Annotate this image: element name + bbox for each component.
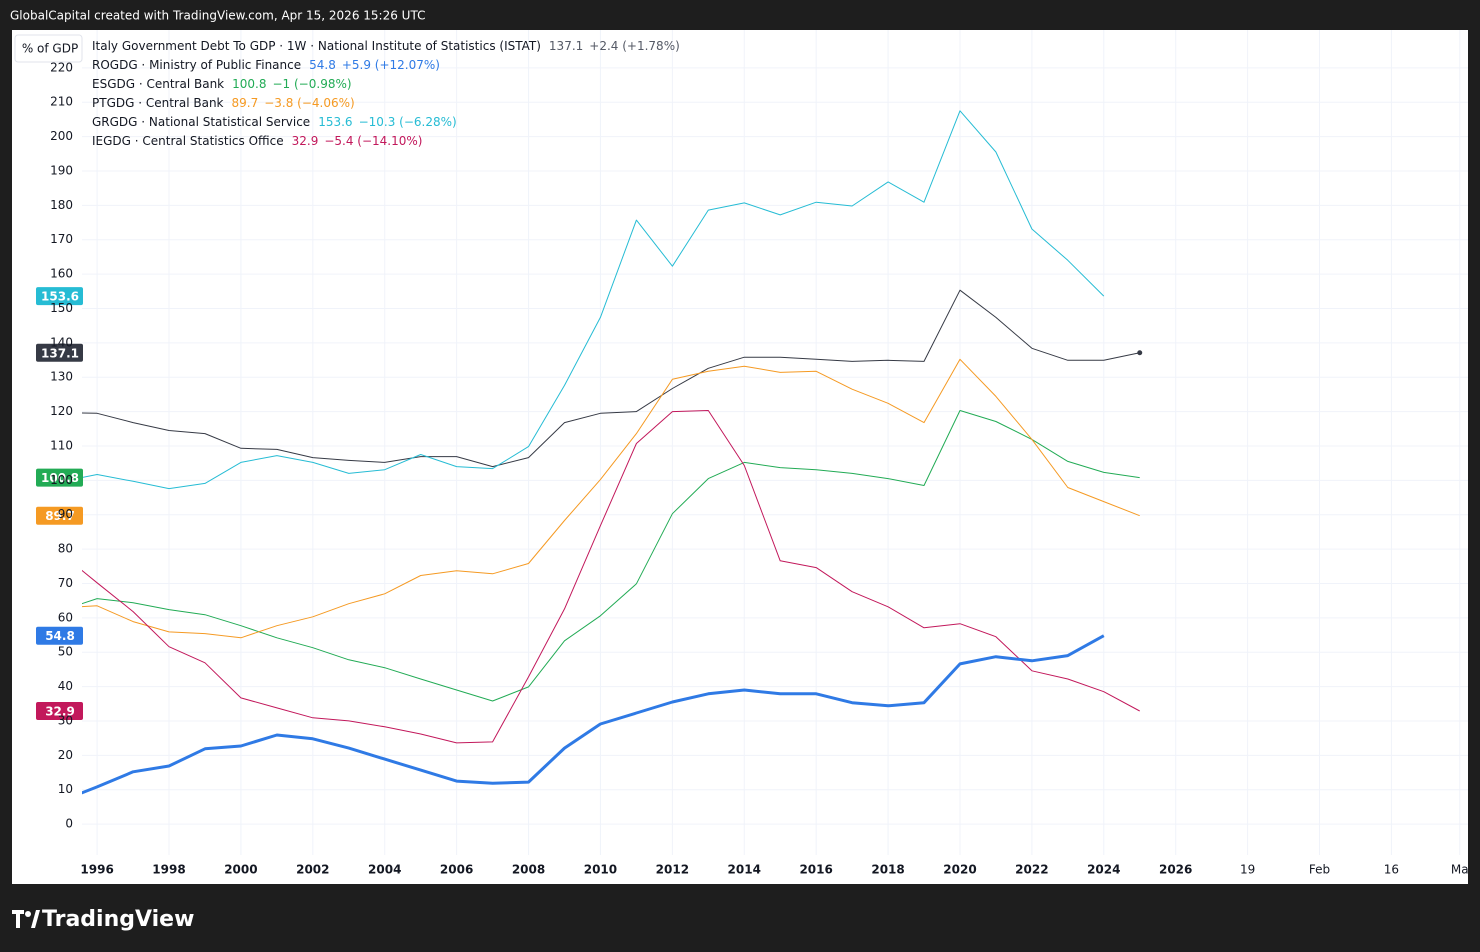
- y-tick-label: 180: [50, 198, 73, 212]
- legend-entry: PTGDG · Central Bank 89.7 −3.8 (−4.06%): [92, 96, 355, 110]
- x-tick-label: 2000: [224, 863, 257, 877]
- x-tick-label: 2016: [799, 863, 832, 877]
- x-tick-label: 2026: [1159, 863, 1192, 877]
- price-badge-label: 54.8: [45, 629, 75, 643]
- y-tick-label: 130: [50, 370, 73, 384]
- y-tick-label: 30: [58, 713, 73, 727]
- y-tick-label: 200: [50, 129, 73, 143]
- caption: GlobalCapital created with TradingView.c…: [10, 9, 425, 23]
- price-badge: [36, 343, 83, 362]
- legend-value: 32.9: [292, 134, 319, 148]
- legend-name: GRGDG · National Statistical Service: [92, 115, 310, 129]
- legend-name: ROGDG · Ministry of Public Finance: [92, 58, 301, 72]
- y-tick-label: 100: [50, 473, 73, 487]
- y-tick-label: 90: [58, 507, 73, 521]
- series-line: [82, 110, 1105, 490]
- legend-value: 153.6: [318, 115, 352, 129]
- brand-logo: [12, 910, 40, 928]
- ylabel-box: [14, 34, 83, 63]
- y-axis-label: % of GDP: [22, 42, 78, 56]
- y-tick-label: 0: [65, 817, 73, 831]
- legend-name: Italy Government Debt To GDP · 1W · Nati…: [92, 39, 541, 53]
- series-line: [82, 358, 1140, 639]
- x-tick-label: 2006: [440, 863, 473, 877]
- legend-change: −3.8 (−4.06%): [264, 96, 355, 110]
- legend-entry: ROGDG · Ministry of Public Finance 54.8 +5…: [92, 58, 440, 72]
- price-badge-label: 89.7: [45, 509, 75, 523]
- series-line: [82, 634, 1105, 795]
- price-badge-label: 100.8: [41, 471, 79, 485]
- legend-change: +2.4 (+1.78%): [589, 39, 680, 53]
- x-tick-label: Ma: [1451, 863, 1469, 877]
- y-tick-label: 110: [50, 438, 73, 452]
- series-line: [82, 410, 1140, 702]
- x-tick-label: 2018: [871, 863, 904, 877]
- series-line: [82, 410, 1140, 744]
- legend-name: ESGDG · Central Bank: [92, 77, 224, 91]
- legend-change: +5.9 (+12.07%): [342, 58, 440, 72]
- x-tick-label: 2002: [296, 863, 329, 877]
- x-tick-label: 2024: [1087, 863, 1120, 877]
- y-tick-label: 150: [50, 301, 73, 315]
- y-tick-label: 210: [50, 95, 73, 109]
- y-tick-label: 120: [50, 404, 73, 418]
- last-point: [1137, 350, 1143, 356]
- price-badge: [36, 287, 83, 306]
- y-tick-label: 220: [50, 60, 73, 74]
- legend-entry: ESGDG · Central Bank 100.8 −1 (−0.98%): [92, 77, 352, 91]
- y-tick-label: 10: [58, 782, 73, 796]
- price-badge-label: 137.1: [41, 346, 79, 360]
- legend-value: 54.8: [309, 58, 336, 72]
- x-tick-label: 2020: [943, 863, 976, 877]
- series-line: [82, 289, 1140, 468]
- x-tick-label: 19: [1240, 863, 1255, 877]
- legend-name: PTGDG · Central Bank: [92, 96, 224, 110]
- brand: TradingView: [42, 907, 194, 932]
- x-tick-label: 16: [1384, 863, 1399, 877]
- y-tick-label: 80: [58, 542, 73, 556]
- y-tick-label: 20: [58, 748, 73, 762]
- x-tick-label: 2004: [368, 863, 401, 877]
- price-badge-label: 153.6: [41, 290, 79, 304]
- legend-change: −5.4 (−14.10%): [324, 134, 422, 148]
- y-tick-label: 50: [58, 645, 73, 659]
- price-badge-label: 32.9: [45, 704, 75, 718]
- x-tick-label: 1998: [152, 863, 185, 877]
- price-badge: [36, 626, 83, 645]
- legend-change: −1 (−0.98%): [273, 77, 352, 91]
- y-tick-label: 70: [58, 576, 73, 590]
- legend-entry: IEGDG · Central Statistics Office 32.9 −5.…: [92, 134, 422, 148]
- legend-change: −10.3 (−6.28%): [359, 115, 457, 129]
- x-tick-label: Feb: [1309, 863, 1330, 877]
- legend-name: IEGDG · Central Statistics Office: [92, 134, 284, 148]
- y-tick-label: 60: [58, 610, 73, 624]
- price-badge: [36, 506, 83, 525]
- legend-value: 100.8: [232, 77, 266, 91]
- x-tick-label: 2008: [512, 863, 545, 877]
- x-tick-label: 2012: [656, 863, 689, 877]
- price-badge: [36, 701, 83, 720]
- legend-entry: Italy Government Debt To GDP · 1W · Nati…: [92, 39, 680, 53]
- legend-value: 137.1: [549, 39, 583, 53]
- y-tick-label: 190: [50, 163, 73, 177]
- chart-panel: [12, 30, 1468, 884]
- y-tick-label: 140: [50, 335, 73, 349]
- legend-entry: GRGDG · National Statistical Service 153.…: [92, 115, 457, 129]
- y-tick-label: 40: [58, 679, 73, 693]
- y-tick-label: 170: [50, 232, 73, 246]
- x-tick-label: 1996: [80, 863, 113, 877]
- x-tick-label: 2022: [1015, 863, 1048, 877]
- y-tick-label: 160: [50, 267, 73, 281]
- x-tick-label: 2010: [584, 863, 617, 877]
- x-tick-label: 2014: [728, 863, 761, 877]
- legend-value: 89.7: [232, 96, 259, 110]
- price-badge: [36, 468, 83, 487]
